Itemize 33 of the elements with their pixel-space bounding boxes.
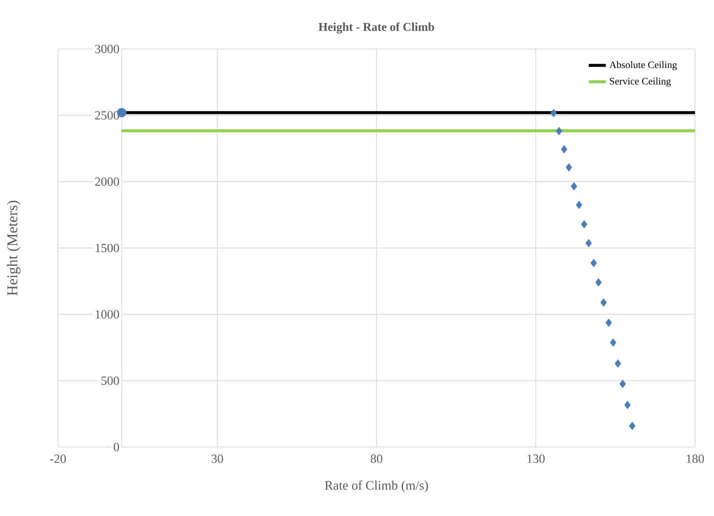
y-tick-label: 1000 — [96, 310, 120, 319]
legend-label: Absolute Ceiling — [609, 61, 677, 70]
y-tick-label: 500 — [102, 376, 120, 385]
point — [614, 359, 622, 368]
x-tick-label: 30 — [212, 454, 223, 463]
point — [556, 126, 562, 136]
point — [570, 182, 578, 191]
x-tick-label: 130 — [528, 454, 545, 463]
point — [605, 318, 612, 327]
point — [566, 163, 572, 172]
x-tick-label: -20 — [50, 454, 66, 463]
y-tick-label: 2000 — [95, 177, 120, 186]
y-axis-title: Height (Meters) — [6, 200, 20, 296]
point — [595, 278, 602, 287]
point — [629, 422, 636, 430]
point — [576, 200, 582, 210]
point — [590, 258, 597, 268]
point — [620, 380, 626, 388]
point — [624, 400, 631, 410]
point — [580, 220, 588, 228]
chart-title: Height - Rate of Climb — [318, 22, 434, 34]
point — [610, 338, 616, 347]
x-axis-title: Rate of Climb (m/s) — [324, 480, 428, 492]
point — [600, 298, 607, 307]
point — [550, 108, 557, 118]
legend-label: Service Ceiling — [610, 78, 671, 87]
y-tick-label: 1500 — [96, 244, 120, 252]
point — [560, 145, 568, 154]
x-tick-label: 80 — [370, 454, 382, 463]
y-tick-label: 3000 — [95, 44, 120, 54]
y-tick-label: 0 — [114, 442, 120, 452]
x-tick-label: 180 — [686, 454, 704, 463]
point — [585, 238, 592, 248]
